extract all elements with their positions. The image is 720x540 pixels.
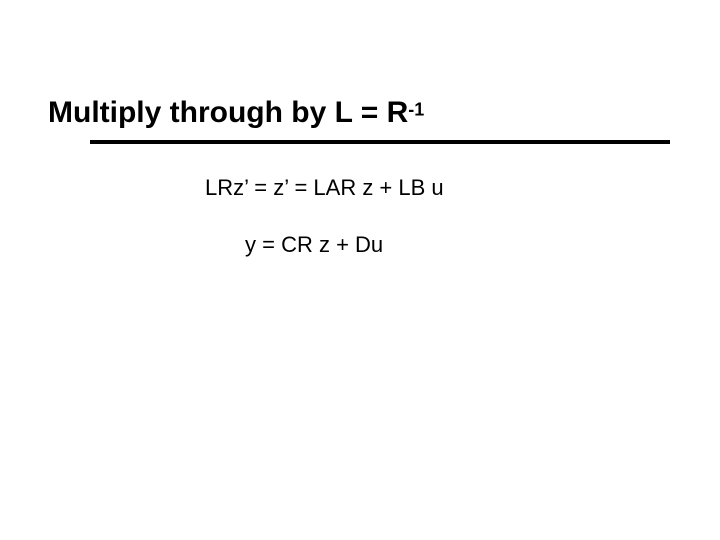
- equation-line-2: y = CR z + Du: [245, 232, 383, 258]
- title-text: Multiply through by L = R: [48, 96, 408, 129]
- title-superscript: -1: [408, 100, 424, 120]
- equation-line-1: LRz’ = z’ = LAR z + LB u: [205, 175, 444, 201]
- slide: Multiply through by L = R-1 LRz’ = z’ = …: [0, 0, 720, 540]
- title-underline: [90, 140, 670, 144]
- slide-title: Multiply through by L = R-1: [48, 98, 424, 128]
